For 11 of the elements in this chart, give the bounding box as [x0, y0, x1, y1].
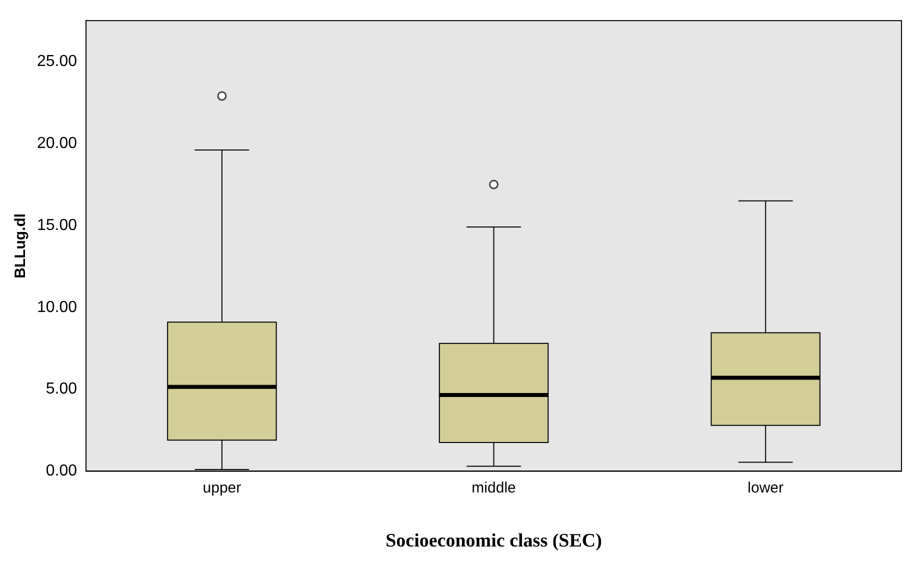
y-tick-label: 0.00 [46, 462, 78, 480]
y-tick-label: 15.00 [36, 216, 78, 234]
y-tick-label: 20.00 [36, 134, 78, 152]
y-tick-label: 10.00 [36, 298, 78, 316]
x-tick-label: lower [748, 479, 784, 496]
y-tick-label: 25.00 [36, 52, 78, 70]
y-tick-label: 5.00 [46, 380, 78, 398]
y-axis-title: BLLug.dl [12, 213, 30, 278]
x-tick-label: upper [202, 479, 242, 496]
x-tick-label: middle [472, 479, 516, 496]
x-axis-title: Socioeconomic class (SEC) [386, 530, 602, 552]
